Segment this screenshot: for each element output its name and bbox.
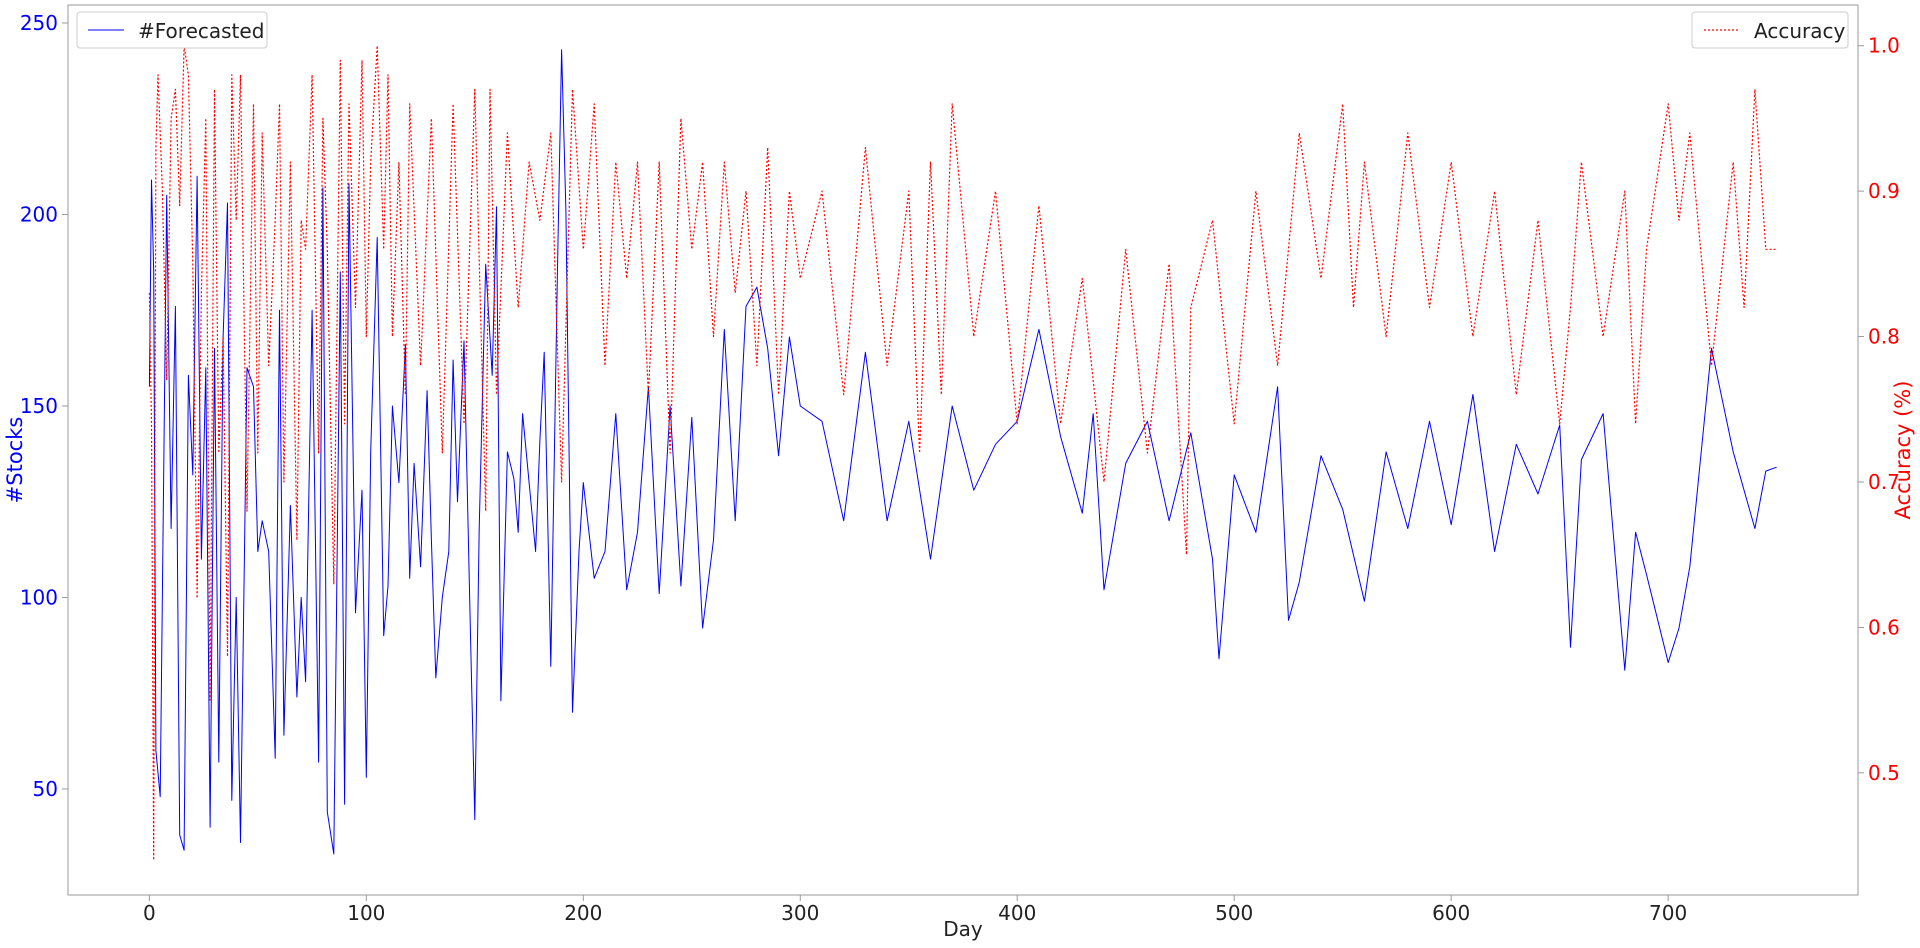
right-axis-label: Accuracy (%) — [1891, 381, 1915, 520]
right-tick-label: 0.9 — [1868, 179, 1900, 203]
series-line-accuracy — [148, 45, 1777, 861]
legend-forecasted-label: #Forecasted — [138, 19, 264, 43]
right-tick-label: 0.6 — [1868, 615, 1900, 639]
x-tick-label: 200 — [564, 901, 602, 925]
x-tick-label: 700 — [1649, 901, 1687, 925]
series-line-forecasted — [148, 49, 1777, 855]
legend-left-box — [76, 11, 268, 49]
x-tick-label: 400 — [998, 901, 1036, 925]
plot-frame — [67, 4, 1859, 896]
left-axis-label: #Stocks — [3, 417, 27, 504]
x-tick-label: 500 — [1215, 901, 1253, 925]
x-axis-label: Day — [943, 917, 983, 941]
right-tick-label: 1.0 — [1868, 34, 1900, 58]
left-tick-label: 100 — [20, 585, 58, 609]
x-tick-label: 0 — [143, 901, 156, 925]
left-tick-label: 50 — [33, 777, 58, 801]
legend-left: #Forecasted — [76, 11, 268, 49]
legend-accuracy-label: Accuracy — [1754, 19, 1845, 43]
x-tick-label: 100 — [347, 901, 385, 925]
legend-right: Accuracy — [1691, 11, 1849, 49]
x-tick-label: 600 — [1432, 901, 1470, 925]
right-tick-label: 0.7 — [1868, 470, 1900, 494]
left-tick-label: 250 — [20, 11, 58, 35]
left-tick-label: 200 — [20, 202, 58, 226]
right-tick-label: 0.5 — [1868, 761, 1900, 785]
x-tick-label: 300 — [781, 901, 819, 925]
left-tick-label: 150 — [20, 394, 58, 418]
legend-right-box — [1691, 11, 1849, 49]
right-tick-label: 0.8 — [1868, 325, 1900, 349]
